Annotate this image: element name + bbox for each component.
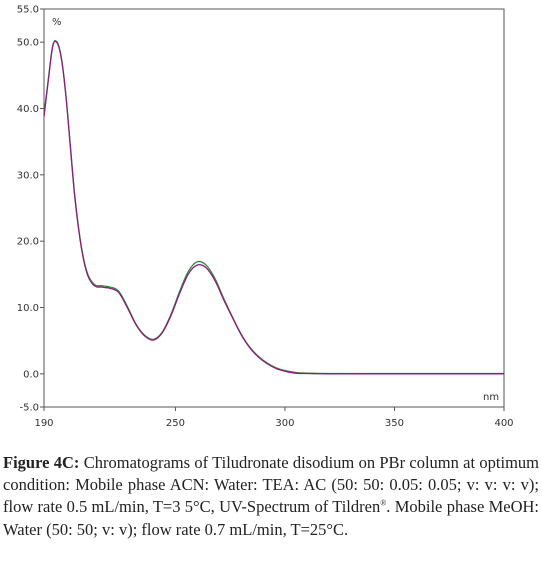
caption-text-part1: Chromatograms of Tiludronate disodium on… (3, 453, 539, 517)
series-group (43, 39, 504, 375)
x-tick-label: 250 (166, 418, 185, 429)
plot-frame (43, 8, 505, 408)
y-unit-label: % (52, 17, 62, 28)
x-tick-label: 400 (494, 418, 513, 429)
series-line-2 (43, 40, 504, 375)
y-tick-label: 55.0 (17, 5, 39, 16)
y-tick-label: 0.0 (23, 369, 39, 380)
x-unit-label: nm (483, 392, 499, 403)
y-tick-label: 50.0 (17, 38, 39, 49)
figure-label: Figure 4C: (3, 453, 80, 472)
spectrum-chart: -5.0 0.0 10.0 20.0 30.0 40.0 50.0 55.0 190 250 30… (17, 5, 514, 430)
x-tick-label: 190 (34, 418, 53, 429)
x-tick-label: 300 (275, 418, 294, 429)
x-tick-label: 350 (385, 418, 404, 429)
y-tick-label: -5.0 (19, 403, 39, 414)
y-tick-label: 30.0 (17, 170, 39, 181)
y-tick-label: 10.0 (17, 303, 39, 314)
registered-mark: ® (380, 498, 387, 508)
figure-caption: Figure 4C: Chromatograms of Tiludronate … (3, 452, 539, 541)
series-line-1 (43, 39, 504, 375)
x-axis: 190 250 300 350 400 (34, 407, 514, 429)
y-tick-label: 40.0 (17, 104, 39, 115)
y-axis: -5.0 0.0 10.0 20.0 30.0 40.0 50.0 55.0 (17, 5, 44, 414)
caption-text-part2: . Mobile phase MeOH: Water (50: 50; v: v… (3, 497, 539, 539)
y-tick-label: 20.0 (17, 237, 39, 248)
